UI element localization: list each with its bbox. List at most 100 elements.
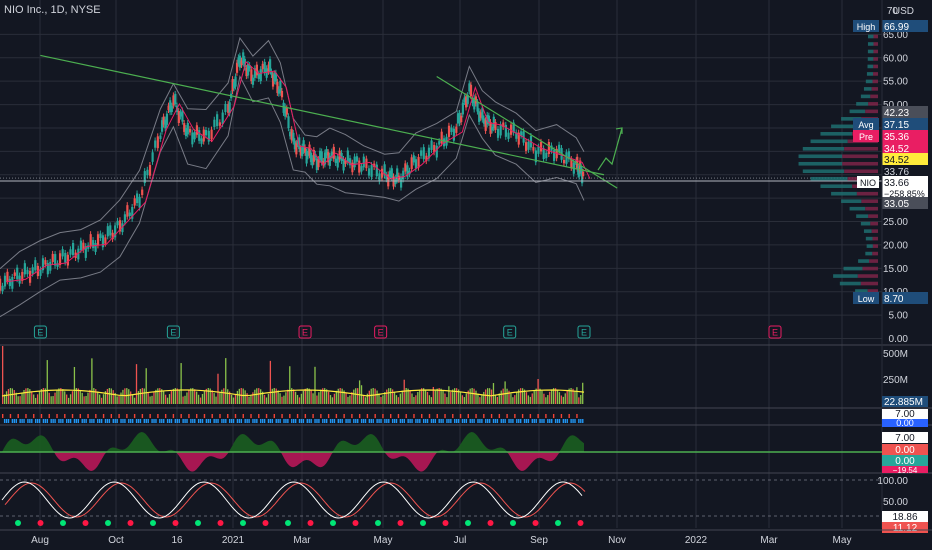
candle-body	[174, 93, 177, 105]
stoch-value: 11.12	[893, 523, 918, 534]
indicator1-bar	[473, 419, 475, 423]
earnings-marker	[768, 325, 782, 339]
indicator1-bar	[219, 414, 221, 418]
volume-profile-bar	[871, 229, 878, 233]
indicator1-bar	[434, 419, 437, 423]
earnings-marker	[577, 325, 591, 339]
indicator1-bar	[31, 419, 33, 423]
indicator1-bar	[203, 414, 206, 418]
indicator1-bar	[42, 419, 45, 423]
candle-body	[296, 140, 299, 145]
candle-body	[104, 237, 107, 244]
indicator1-bar	[168, 419, 171, 423]
indicator1-bar	[151, 419, 153, 423]
indicator1-bar	[413, 414, 415, 418]
candle-body	[473, 97, 476, 110]
price-label-box	[882, 197, 928, 209]
volume-bar	[271, 388, 273, 404]
volume-profile-bar	[866, 72, 874, 76]
volume-bar	[263, 394, 266, 404]
volume-bar	[339, 388, 341, 404]
candle-body	[408, 170, 411, 175]
candle-body	[46, 263, 49, 275]
candle-body	[465, 96, 468, 108]
indicator1-bar	[333, 419, 336, 423]
indicator1-bar	[552, 414, 555, 418]
volume-bar	[570, 388, 572, 404]
volume-bar	[314, 366, 316, 404]
time-tick-label: May	[374, 535, 393, 546]
volume-bar	[302, 390, 304, 404]
volume-profile-bar	[798, 161, 843, 166]
indicator1-bar	[537, 414, 539, 418]
volume-bar	[409, 390, 411, 404]
indicator1-bar	[120, 419, 122, 423]
volume-bar	[293, 389, 295, 404]
volume-bar	[312, 393, 314, 404]
volume-bar	[384, 392, 386, 404]
indicator1-bar	[492, 419, 495, 423]
volume-bar	[578, 397, 580, 404]
candle-body	[170, 105, 173, 112]
stoch-value-box	[882, 511, 928, 522]
candle-body	[277, 89, 281, 94]
candle-body	[136, 193, 139, 204]
earnings-marker	[33, 325, 47, 339]
candle-body	[422, 147, 425, 160]
volume-bar	[487, 388, 489, 404]
indicator1-bar	[463, 419, 466, 423]
volume-bar	[178, 390, 180, 404]
candle-body	[109, 225, 112, 236]
volume-bar	[535, 388, 537, 404]
indicator1-bar	[370, 419, 372, 423]
volume-profile-bar	[873, 34, 878, 39]
price-label-value: 34.52	[884, 144, 909, 155]
candle-body	[562, 159, 566, 164]
indicator2-box	[882, 432, 928, 443]
volume-bar	[483, 391, 485, 404]
volume-bar	[496, 396, 498, 404]
indicator1-bar	[572, 419, 574, 423]
earnings-marker-label: E	[302, 328, 308, 338]
volume-bar	[390, 388, 392, 404]
volume-bar	[50, 396, 52, 404]
candle-body	[114, 225, 117, 238]
volume-bar	[164, 394, 167, 404]
volume-bar	[155, 389, 157, 404]
volume-bar	[368, 390, 370, 404]
price-label-value: 33.66	[884, 178, 909, 189]
volume-bar	[448, 386, 450, 404]
indicator1-bar	[29, 419, 31, 423]
indicator1-bar	[230, 419, 233, 423]
indicator1-bar	[15, 419, 17, 423]
volume-bar	[473, 388, 475, 404]
volume-bar	[432, 386, 434, 404]
indicator1-bar	[304, 414, 307, 418]
volume-bar	[580, 395, 582, 404]
candle-body	[179, 112, 182, 117]
indicator1-bar	[506, 414, 508, 418]
candle-body	[133, 198, 136, 206]
volume-bar	[73, 366, 76, 404]
candle-body	[388, 170, 392, 177]
candle-body	[245, 68, 248, 77]
candle-body	[188, 128, 192, 133]
volume-bar	[118, 395, 120, 404]
symbol-title[interactable]: NIO Inc., 1D, NYSE	[4, 4, 101, 16]
candle-body	[39, 269, 42, 276]
indicator1-bar	[83, 419, 85, 423]
indicator1-bar	[291, 419, 293, 423]
candle-body	[534, 150, 537, 163]
indicator1-bar	[260, 419, 262, 423]
candle-body	[565, 152, 568, 164]
price-tick-label: 70	[887, 6, 899, 17]
volume-profile-bar	[844, 169, 878, 174]
volume-bar	[110, 388, 112, 404]
candle-body	[427, 147, 431, 159]
volume-profile-bar	[810, 176, 848, 181]
volume-bar	[153, 392, 155, 404]
candle-body	[417, 156, 420, 168]
indicator1-bar	[337, 419, 340, 423]
candle-body	[213, 119, 216, 127]
